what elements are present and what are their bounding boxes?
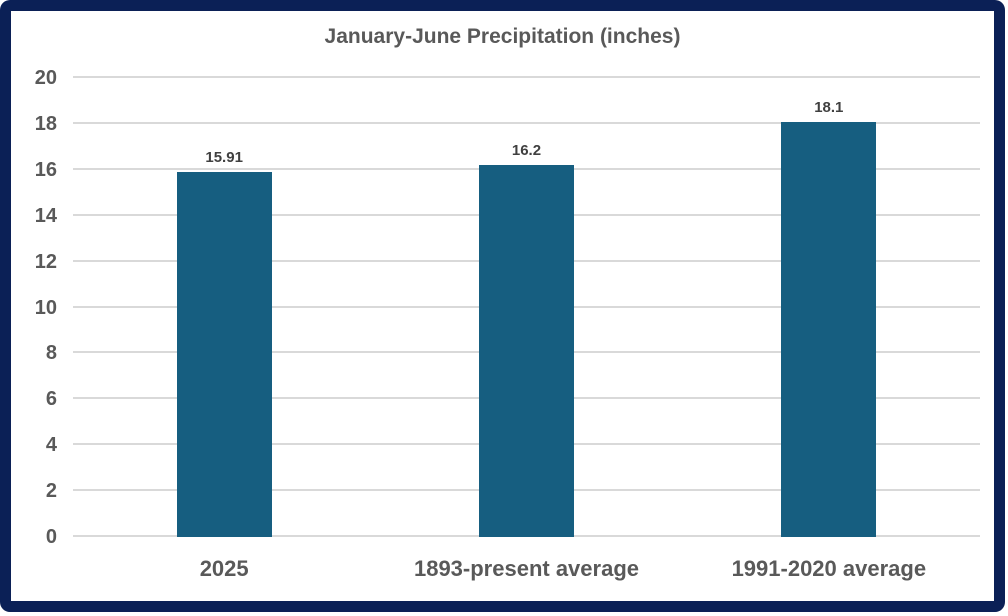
- bar-slot: 18.1: [678, 78, 980, 537]
- y-tick-label-20: 20: [34, 67, 57, 89]
- y-tick-label-0: 0: [45, 526, 57, 548]
- bar: [478, 165, 574, 537]
- y-tick-label-12: 12: [34, 250, 57, 273]
- bar-value-label: 15.91: [205, 148, 243, 166]
- bar-value-label: 18.1: [814, 98, 844, 116]
- y-tick-label-4: 4: [45, 434, 57, 457]
- bars-container: 15.91 16.2 18.1: [73, 78, 980, 537]
- gridline-y20: [73, 76, 980, 78]
- y-tick-label-8: 8: [45, 342, 57, 365]
- y-tick-label-14: 14: [34, 204, 57, 227]
- y-tick-label-2: 2: [45, 480, 57, 503]
- x-category-label: 1893-present average: [413, 556, 639, 581]
- y-tick-label-18: 18: [34, 112, 57, 135]
- gridline-y18: [73, 121, 980, 124]
- bar-group: 16.2: [478, 78, 574, 537]
- y-tick-label-10: 10: [34, 296, 57, 319]
- x-category-label: 1991-2020 average: [731, 556, 927, 581]
- plot-area: 15.91 16.2 18.1: [73, 76, 980, 537]
- x-axis-category-labels: 2025 1893-present average 1991-2020 averag…: [73, 537, 980, 580]
- bar-value-label: 16.2: [511, 142, 542, 160]
- x-category-label: 2025: [199, 556, 249, 581]
- bar-group: 18.1: [781, 78, 877, 537]
- y-tick-label-16: 16: [34, 158, 57, 181]
- bar-group: 15.91: [176, 78, 272, 537]
- bar-slot: 15.91: [73, 78, 375, 537]
- bar: [781, 121, 877, 537]
- bar-slot: 16.2: [375, 78, 677, 537]
- y-tick-label-6: 6: [45, 388, 57, 411]
- chart-title: January-June Precipitation (inches): [324, 25, 681, 48]
- bar: [176, 171, 272, 537]
- y-axis-tick-labels: 0 2 4 6 8 10 12 14 16 18 20: [15, 68, 57, 547]
